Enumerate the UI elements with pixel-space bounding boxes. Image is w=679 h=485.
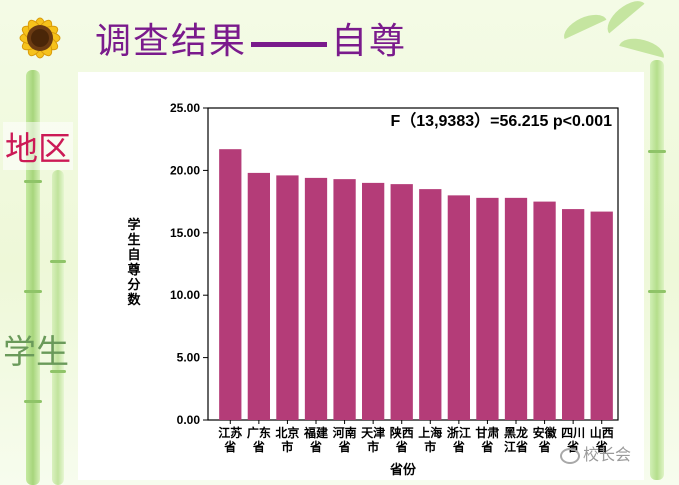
x-tick-label: 陕西 [390,425,414,440]
x-tick-label: 省 [309,439,322,454]
x-tick-label: 广东 [247,425,271,440]
x-tick-label: 市 [281,439,293,454]
y-tick-label: 10.00 [170,288,200,302]
x-tick-label: 江省 [504,439,528,454]
x-tick-label: 省 [452,439,465,454]
x-tick-label: 市 [424,439,436,454]
watermark-text: 校长会 [583,445,632,464]
side-label-student: 学生 [3,332,69,371]
bar [247,172,270,420]
x-tick-label: 北京 [275,425,299,440]
y-tick-label: 25.00 [170,101,200,115]
x-tick-label: 省 [480,439,493,454]
bar [533,201,556,420]
slide-title: 调查结果 自尊 [95,12,407,64]
title-dash [251,41,328,47]
x-tick-label: 江苏 [218,425,242,440]
x-tick-label: 上海 [418,425,442,440]
bar [276,175,299,420]
bar [362,182,385,420]
y-axis-label-char: 尊 [127,262,140,278]
x-tick-label: 市 [367,439,379,454]
x-tick-label: 省 [395,439,408,454]
bamboo-stalk-left [26,70,40,485]
x-tick-label: 四川 [561,426,585,440]
y-tick-label: 15.00 [170,226,200,240]
title-topic: 自尊 [331,21,408,62]
x-tick-label: 省 [252,439,265,454]
bamboo-stalk-left-thin [52,170,64,485]
bar [476,197,499,420]
y-axis-label-char: 分 [127,277,140,293]
bamboo-node [648,290,666,293]
bar-chart: 0.005.0010.0015.0020.0025.00江苏省广东省北京市福建省… [127,101,619,478]
x-tick-label: 省 [223,439,236,454]
x-tick-label: 安徽 [533,425,558,440]
x-tick-label: 山西 [590,425,614,440]
bar [590,211,613,420]
y-tick-label: 5.00 [177,351,201,365]
x-tick-label: 天津 [361,425,385,440]
x-tick-label: 黑龙 [504,425,528,440]
bar [333,179,356,420]
x-tick-label: 省 [538,439,551,454]
y-axis-label-char: 自 [127,247,140,263]
x-tick-label: 甘肃 [475,425,499,440]
title-main: 调查结果 [95,21,248,62]
bamboo-node [24,180,42,183]
x-tick-label: 省 [338,439,351,454]
bamboo-node [24,290,42,293]
stat-annotation: F（13,9383）=56.215 p<0.001 [391,112,613,130]
bar [562,209,585,420]
y-axis-label-char: 数 [127,292,141,308]
bamboo-stalk-right [650,60,664,480]
y-tick-label: 20.00 [170,163,200,177]
x-axis-label: 省份 [389,462,417,478]
y-axis-label-char: 学 [127,217,140,233]
bar [447,195,470,420]
watermark: 校长会 [560,441,631,465]
bamboo-node [50,370,66,373]
x-tick-label: 浙江 [447,425,471,440]
wechat-icon [560,447,580,464]
x-tick-label: 福建 [303,425,329,440]
x-tick-label: 河南 [332,425,357,440]
bar [304,177,328,420]
chart-panel: 0.00 5.00 10.00 15.00 20.00 25.00 江苏省广东省北京市福建省… [78,72,644,480]
bar [219,149,242,420]
bamboo-leaf [619,34,667,58]
bar [504,197,528,420]
bamboo-node [50,260,66,263]
bamboo-node [24,400,42,403]
bar [390,184,413,420]
plot-frame [207,107,619,421]
bamboo-node [648,150,666,153]
side-label-region: 地区 [3,122,73,170]
bamboo-leaf [601,0,645,34]
bamboo-leaf [559,8,607,40]
y-tick-label: 0.00 [177,413,201,427]
bar [419,189,442,420]
x-tick-label: 省 [595,439,608,454]
y-axis-label-char: 生 [127,232,140,248]
sunflower-icon [19,17,61,59]
